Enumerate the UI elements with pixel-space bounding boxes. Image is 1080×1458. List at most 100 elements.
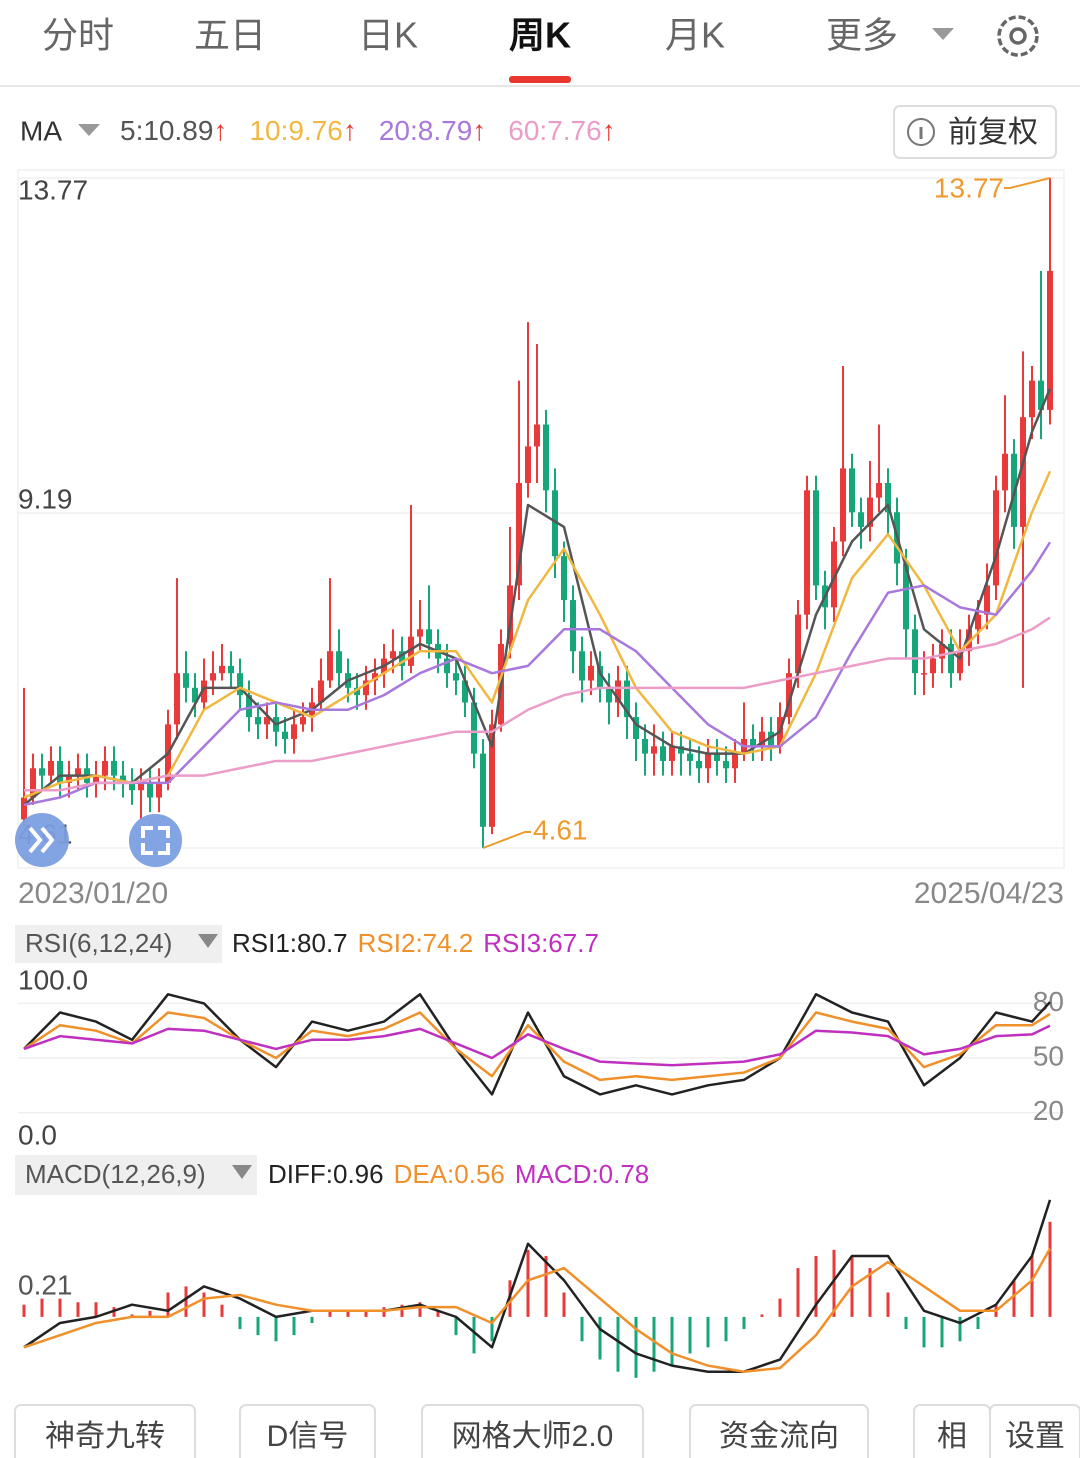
candle-body [66,775,72,783]
candle-body [300,717,306,725]
macd-legend-item: DEA:0.56 [394,1159,505,1189]
macd-bar [778,1298,782,1317]
macd-bar [1012,1280,1016,1317]
candle-body [813,490,819,586]
toolbar-button[interactable] [689,1404,869,1458]
candle-body [372,673,378,681]
macd-selector[interactable] [15,1155,257,1195]
candle-body [723,760,729,769]
macd-bar [526,1249,530,1317]
rsi-selector[interactable] [15,925,222,963]
macd-bar [886,1292,890,1317]
tab[interactable]: 周K [509,15,571,56]
macd-bar [868,1268,872,1317]
toolbar-button-label[interactable]: 资金流向 [719,1420,839,1453]
price-frame [17,169,1065,869]
toolbar-button[interactable] [421,1404,644,1458]
y2-tick-label: 20 [1033,1095,1064,1126]
candle-body [615,680,621,703]
tab[interactable]: 五日 [194,15,266,56]
rsi-title[interactable]: RSI(6,12,24) [25,928,172,958]
candle-body [21,797,27,820]
macd-bar [310,1316,314,1323]
settings-gear[interactable] [997,15,1039,57]
candle-body [264,717,270,725]
fullscreen-icon[interactable] [129,814,182,867]
indicator-line [24,616,1051,792]
candle-body [399,651,405,666]
x-axis-label: 2023/01/20 [18,877,168,910]
rsi-legend-item: RSI2:74.2 [358,928,474,958]
macd-bar [976,1316,980,1330]
macd-bar [454,1316,458,1336]
macd-title[interactable]: MACD(12,26,9) [25,1159,206,1189]
candle-body [696,760,702,769]
ma-caret[interactable] [78,124,100,136]
high-leader [1004,177,1051,189]
indicator-line [23,1011,1051,1082]
candle-body [57,760,63,783]
candle-body [642,739,648,754]
candle-body [1038,380,1044,410]
y-tick-label: 9.19 [18,483,73,514]
candle-body [354,687,360,696]
macd-bar [616,1316,620,1372]
y2-tick-label: 50 [1033,1040,1064,1071]
toolbar-button-label[interactable]: 神奇九转 [45,1420,165,1453]
candle-body [147,782,153,798]
x-axis-label: 2025/04/23 [914,877,1064,910]
candle-body [111,760,117,776]
candle-body [408,636,414,666]
macd-bar [724,1316,728,1342]
candle-body [795,614,801,674]
more-caret[interactable] [932,28,954,40]
rsi-caret[interactable] [198,934,218,948]
overlay-icons[interactable] [15,813,182,867]
candle-body [570,600,576,652]
macd-bar [256,1316,260,1336]
macd-bar [760,1314,764,1317]
toolbar-button-label[interactable]: 设置 [1005,1420,1065,1453]
adjust-button[interactable]: 前复权 [893,105,1057,159]
gear-outer [997,15,1039,57]
rsi-legend-item: RSI1:80.7 [232,928,348,958]
candle-body [552,490,558,557]
tab[interactable]: 更多 [826,15,898,56]
ma-trend-arrow: ↑ [343,115,357,146]
candle-body [939,643,945,659]
tab[interactable]: 月K [665,15,725,56]
candle-body [678,746,684,754]
indicator-line [23,388,1052,806]
macd-legend-item: MACD:0.78 [515,1159,649,1189]
candle-body [975,614,981,630]
candle-body [705,753,711,769]
toolbar-button[interactable] [239,1404,376,1458]
macd-bar [742,1316,746,1330]
toolbar-button[interactable] [14,1404,196,1458]
toolbar-button-label[interactable]: 相 [937,1420,967,1453]
candle-body [714,753,720,761]
candle-body [606,687,612,703]
gear-inner [1009,27,1027,45]
candle-body [462,680,468,703]
macd-caret[interactable] [232,1165,252,1179]
macd-bar [1030,1255,1034,1317]
toolbar-button[interactable] [989,1404,1080,1458]
indicator-line [23,1024,1051,1067]
tab[interactable]: 分时 [42,15,114,56]
macd-bar [292,1316,296,1336]
candle-body [219,665,225,674]
toolbar-button-label[interactable]: D信号 [267,1420,349,1453]
toolbar-button-label[interactable]: 网格大师2.0 [452,1420,614,1453]
tab[interactable]: 日K [358,15,418,56]
candle-body [1020,417,1026,527]
candle-body [669,746,675,761]
candle-body [471,702,477,754]
candle-body [129,782,135,791]
ma-label[interactable]: MA [20,115,62,146]
info-icon [907,118,935,146]
indicator-line [23,1248,1052,1373]
candle-body [930,658,936,674]
